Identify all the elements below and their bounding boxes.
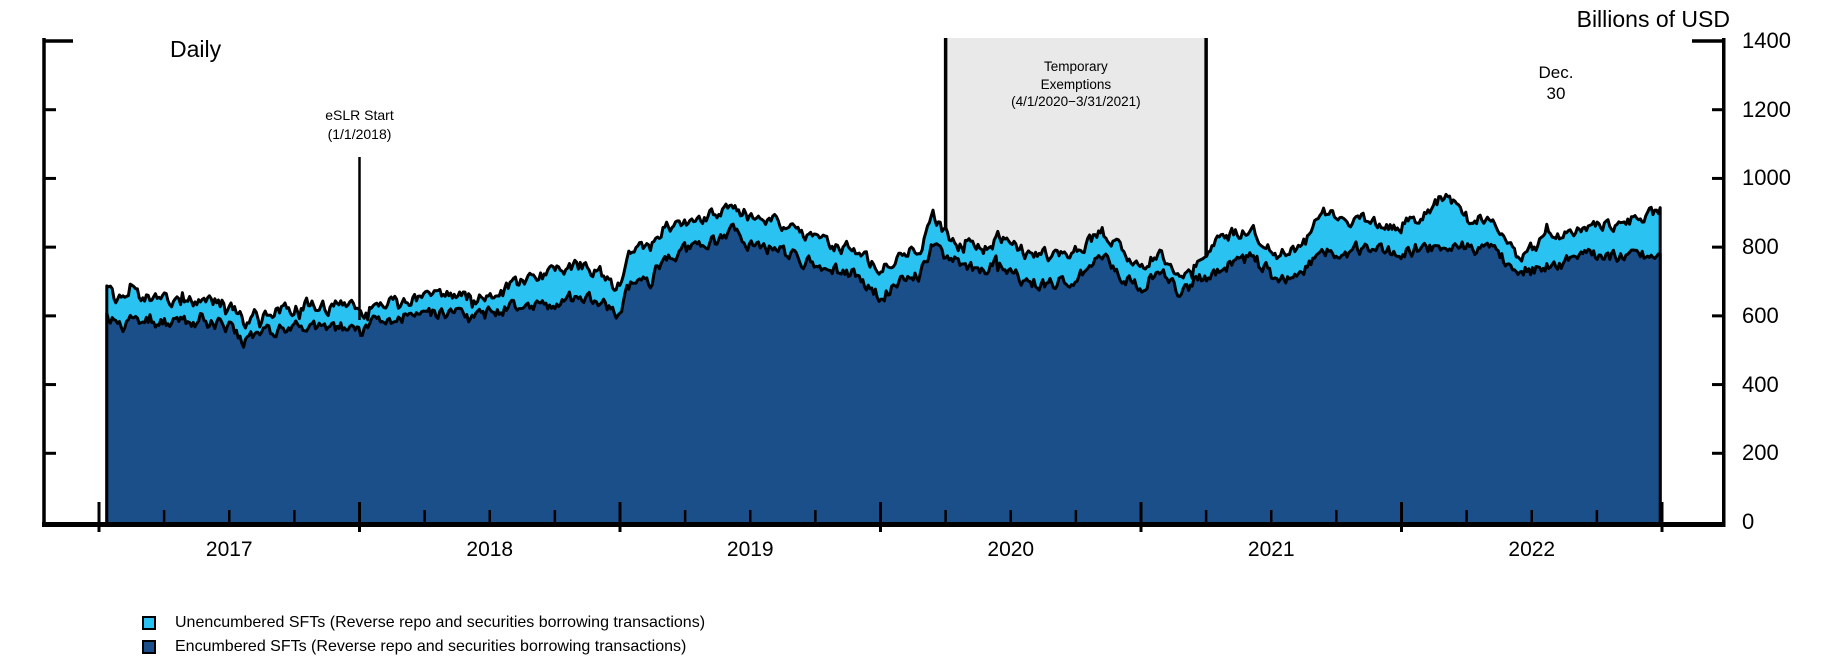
encumbered-area [106, 224, 1661, 522]
x-axis-label: 2021 [1247, 538, 1295, 561]
x-axis-label: 2020 [987, 538, 1035, 561]
frequency-label: Daily [170, 36, 222, 62]
eslr-annotation-line1: eSLR Start [325, 107, 394, 123]
x-axis-label: 2018 [466, 538, 514, 561]
total-outline [105, 192, 1662, 522]
y-axis-label: 1000 [1742, 165, 1791, 191]
y-axis-label: 400 [1742, 371, 1779, 397]
y-axis-label: 1400 [1742, 28, 1791, 53]
last-point-line2: 30 [1546, 84, 1566, 103]
legend-swatch-encumbered [142, 640, 156, 654]
legend-item-encumbered: Encumbered SFTs (Reverse repo and securi… [142, 635, 705, 659]
legend-label-unencumbered: Unencumbered SFTs (Reverse repo and secu… [175, 614, 706, 631]
x-axis-label: 2017 [205, 538, 253, 561]
exemptions-annotation-line1: Temporary [1043, 59, 1108, 74]
y-axis-label: 800 [1742, 234, 1779, 260]
encumbered-outline [105, 222, 1662, 522]
x-axis-label: 2019 [726, 538, 774, 561]
exemptions-annotation-line2: Exemptions [1040, 76, 1112, 92]
last-point-line1: Dec. [1538, 63, 1574, 82]
eslr-annotation-line2: (1/1/2018) [327, 126, 392, 142]
legend-swatch-unencumbered [142, 616, 156, 630]
legend-item-unencumbered: Unencumbered SFTs (Reverse repo and secu… [142, 611, 705, 635]
eslr-annotation: eSLR Start (1/1/2018) [280, 106, 440, 144]
last-point-annotation: Dec. 30 [1506, 62, 1606, 104]
legend: Unencumbered SFTs (Reverse repo and secu… [142, 611, 705, 659]
x-axis-label: 2022 [1508, 538, 1556, 561]
y-axis-label: 1200 [1742, 96, 1791, 122]
exemptions-annotation-line3: (4/1/2020−3/31/2021) [1011, 94, 1141, 109]
legend-label-encumbered: Encumbered SFTs (Reverse repo and securi… [175, 638, 687, 655]
exemptions-annotation: Temporary Exemptions (4/1/2020−3/31/2021… [946, 58, 1207, 111]
units-label: Billions of USD [1576, 6, 1730, 32]
y-axis-label: 0 [1742, 509, 1755, 534]
y-axis-label: 200 [1742, 440, 1779, 466]
y-axis-label: 600 [1742, 302, 1779, 328]
